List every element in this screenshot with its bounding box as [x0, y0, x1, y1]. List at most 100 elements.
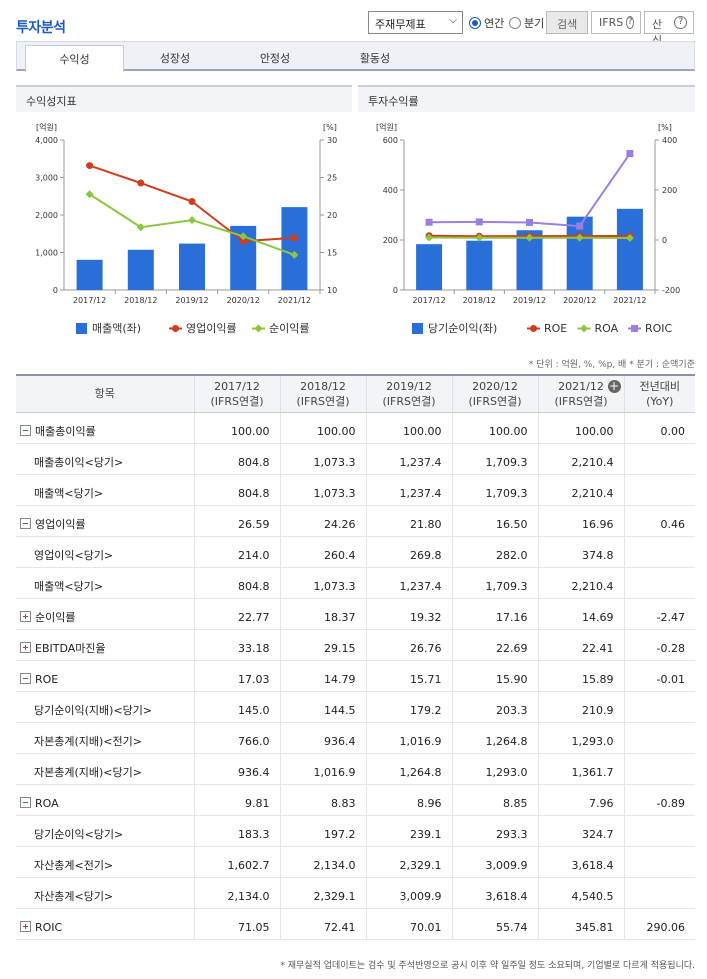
row-label-cell: 매출총이익<당기>: [16, 443, 194, 475]
left-tick-label: 4,000: [35, 136, 58, 145]
bar: [281, 207, 308, 290]
bar: [76, 259, 103, 290]
row-label: 매출총이익<당기>: [34, 456, 124, 469]
unit-note: * 단위 : 억원, %, %p, 배 * 분기 : 순액기준: [528, 360, 695, 370]
x-tick-label: 2021/12: [278, 296, 311, 305]
data-point: [239, 237, 247, 245]
row-label: EBITDA마진율: [35, 642, 106, 655]
right-tick-label: 20: [327, 211, 337, 220]
value-cell: 1,264.8: [451, 722, 538, 754]
table-row: 자산총계<당기> 2,134.0 2,329.1 3,009.9 3,618.4 4,54…: [16, 877, 695, 909]
value-cell: 260.4: [279, 536, 366, 568]
data-point: [290, 234, 298, 242]
panel-title: 수익성지표: [16, 85, 352, 112]
search-button-label: 검색: [557, 18, 578, 31]
expand-icon[interactable]: [20, 611, 31, 622]
radio-quarter-label: 분기: [524, 17, 545, 30]
value-cell: 100.00: [279, 412, 366, 444]
row-label: 자본총계(지배)<당기>: [34, 766, 142, 779]
value-cell: 71.05: [193, 908, 280, 940]
value-cell: 22.41: [537, 629, 624, 661]
table-row[interactable]: 매출총이익률 100.00 100.00 100.00 100.00 100.00 0.00: [16, 412, 695, 444]
table-row[interactable]: ROE 17.03 14.79 15.71 15.90 15.89 -0.01: [16, 660, 695, 692]
right-tick-label: 10: [327, 286, 337, 295]
value-cell: 21.80: [365, 505, 452, 537]
collapse-icon[interactable]: [20, 796, 31, 808]
value-cell: 17.16: [451, 598, 538, 630]
value-cell: 7.96: [537, 784, 624, 816]
radio-quarter[interactable]: 분기: [509, 15, 544, 31]
row-label: 자본총계(지배)<전기>: [34, 735, 142, 748]
value-cell: 3,618.4: [451, 877, 538, 909]
value-cell: 8.85: [451, 784, 538, 816]
profitability-chart: [억원] [%] 4,000 3,000 2,000 1,000 0 30 25 20 15 10 20…: [35, 122, 337, 335]
bar: [127, 249, 154, 290]
value-cell: 293.3: [451, 815, 538, 847]
radio-annual-label: 연간: [484, 17, 505, 30]
row-label-cell: 자본총계(지배)<전기>: [16, 722, 194, 754]
collapse-icon[interactable]: [20, 672, 31, 684]
data-point: [86, 162, 94, 170]
table-row[interactable]: ROA 9.81 8.83 8.96 8.85 7.96 -0.89: [16, 784, 695, 816]
header-yoy: 전년대비 (YoY): [623, 374, 695, 413]
radio-annual[interactable]: 연간: [469, 15, 504, 31]
value-cell: 14.69: [537, 598, 624, 630]
value-cell: 9.81: [193, 784, 280, 816]
left-tick-label: 0: [53, 286, 58, 295]
data-point: [475, 233, 484, 242]
page-header: 투자분석 주재무제표 ⌵ 연간 분기 검색 IFRS ? 산식 ?: [0, 0, 707, 47]
data-point: [188, 198, 196, 205]
collapse-icon[interactable]: [20, 518, 31, 529]
table-row[interactable]: 영업이익률 26.59 24.26 21.80 16.50 16.96 0.46: [16, 505, 695, 537]
add-column-icon[interactable]: +: [607, 379, 621, 393]
question-icon: ?: [626, 16, 634, 29]
data-point: [525, 233, 534, 242]
table-row[interactable]: ROIC 71.05 72.41 70.01 55.74 345.81 290.06: [16, 908, 695, 940]
yoy-cell: [623, 722, 695, 754]
row-label-cell: 자본총계(지배)<당기>: [16, 753, 194, 785]
search-button[interactable]: 검색: [546, 11, 588, 34]
tab-activity[interactable]: 활동성: [359, 52, 391, 65]
tab-profitability[interactable]: 수익성: [25, 45, 124, 72]
value-cell: 345.81: [537, 908, 624, 940]
table-row[interactable]: 순이익률 22.77 18.37 19.32 17.16 14.69 -2.47: [16, 598, 695, 630]
left-tick-label: 400: [383, 186, 398, 195]
data-point: [425, 233, 434, 242]
expand-icon[interactable]: [20, 920, 31, 932]
data-point: [136, 223, 145, 232]
expand-icon[interactable]: [20, 642, 31, 653]
formula-help-button[interactable]: 산식 ?: [644, 11, 694, 47]
value-cell: 1,361.7: [537, 753, 624, 785]
right-tick-label: -200: [662, 286, 680, 295]
yoy-cell: -0.89: [623, 784, 695, 816]
right-tick-label: 30: [327, 136, 337, 145]
legend-swatch: [76, 323, 87, 334]
row-label-cell: ROA: [16, 784, 194, 816]
value-cell: 22.77: [193, 598, 280, 630]
radio-selected-icon: [469, 17, 481, 29]
row-label: 영업이익률: [35, 518, 86, 531]
row-label: 자산총계<전기>: [34, 859, 114, 872]
table-row: 매출액<당기> 804.8 1,073.3 1,237.4 1,709.3 2,210.4: [16, 567, 695, 599]
row-label: ROA: [35, 796, 59, 810]
header-period: 2021/12 (IFRS연결) +: [537, 374, 624, 413]
tab-growth[interactable]: 성장성: [159, 52, 191, 65]
tab-stability[interactable]: 안정성: [259, 52, 291, 65]
ifrs-help-button[interactable]: IFRS ?: [591, 11, 641, 34]
value-cell: 144.5: [279, 691, 366, 723]
legend-label: 순이익률: [269, 322, 309, 335]
value-cell: 72.41: [279, 908, 366, 940]
yoy-cell: [623, 753, 695, 785]
yoy-cell: [623, 443, 695, 475]
table-row[interactable]: EBITDA마진율 33.18 29.15 26.76 22.69 22.41 -0.28: [16, 629, 695, 661]
collapse-icon[interactable]: [20, 425, 31, 436]
data-point: [425, 218, 433, 226]
value-cell: 1,264.8: [365, 753, 452, 785]
value-cell: 22.69: [451, 629, 538, 661]
bar: [616, 208, 643, 290]
value-cell: 3,618.4: [537, 846, 624, 878]
value-cell: 1,709.3: [451, 443, 538, 475]
table-header-row: 항목 2017/12 (IFRS연결) 2018/12 (IFRS연결) 2019/…: [16, 374, 695, 413]
statement-type-select[interactable]: 주재무제표 ⌵: [368, 11, 463, 34]
bar: [416, 244, 443, 290]
